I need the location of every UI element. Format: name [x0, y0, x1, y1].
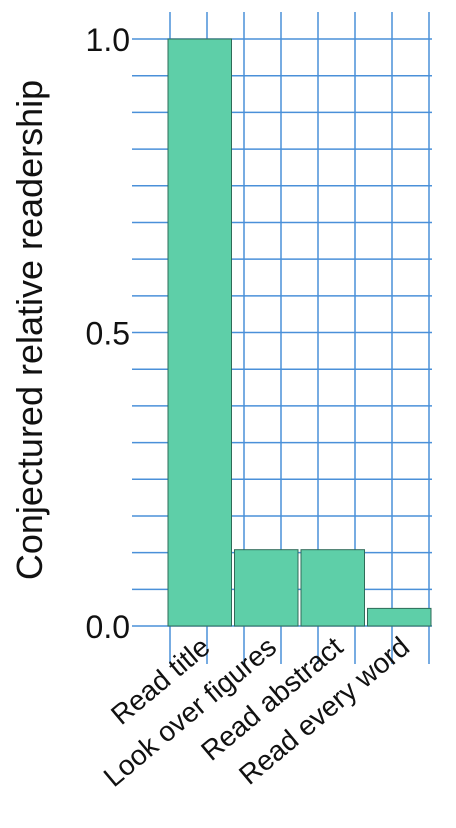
y-tick-label: 0.5	[86, 316, 130, 352]
y-axis-ticks: 0.0 0.5 1.0	[86, 22, 130, 645]
y-axis-title: Conjectured relative readership	[9, 80, 50, 580]
bar-look-over-figures	[234, 549, 299, 627]
y-tick-label: 0.0	[86, 609, 130, 645]
bar-read-every-word	[367, 607, 432, 627]
bar-read-abstract	[300, 549, 365, 627]
y-tick-label: 1.0	[86, 22, 130, 58]
bar-read-title	[167, 38, 232, 627]
bars	[167, 38, 432, 627]
